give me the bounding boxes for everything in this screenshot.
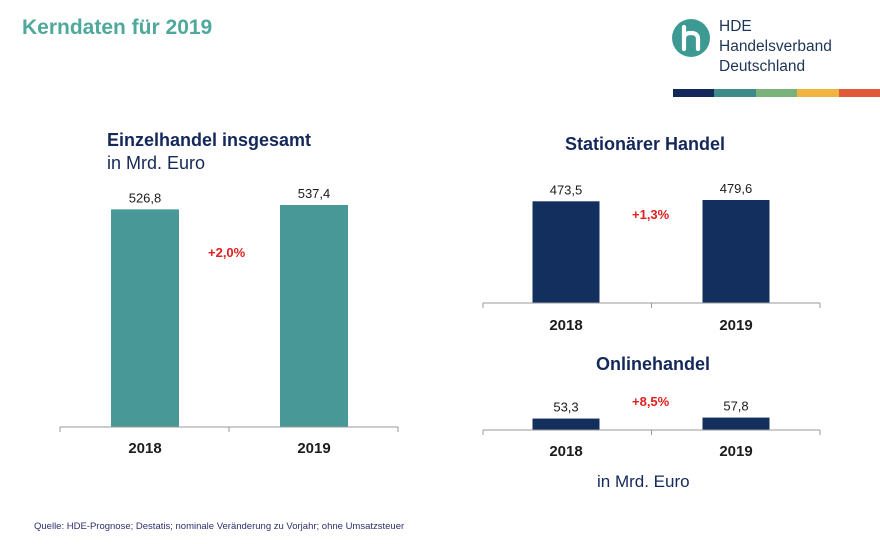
value-label-online-2018: 53,3 [553,400,578,415]
category-label-stationaer-2018: 2018 [549,317,582,334]
slide-title: Kerndaten für 2019 [22,16,213,39]
bar-online-2018 [532,418,600,430]
unit-note: in Mrd. Euro [597,472,690,491]
value-label-stationaer-2018: 473,5 [550,182,583,197]
category-label-einzelhandel-2018: 2018 [128,440,161,457]
logo-stripe-segment [673,89,715,97]
logo-stripe-segment [714,89,756,97]
hde-h-logo-icon [672,19,710,57]
bar-einzelhandel-2018 [111,209,179,427]
logo-text: HDE Handelsverband Deutschland [719,17,832,77]
value-label-online-2019: 57,8 [723,399,748,414]
logo-line-handelsverband: Handelsverband [719,38,832,55]
logo-line-hde: HDE [719,18,752,35]
growth-label-stationaer: +1,3% [632,207,670,222]
source-footnote: Quelle: HDE-Prognose; Destatis; nominale… [34,521,405,532]
bar-online-2019 [702,417,770,430]
bar-einzelhandel-2019 [280,205,348,427]
value-label-stationaer-2019: 479,6 [720,181,753,196]
chart-title-einzelhandel: Einzelhandel insgesamt [107,130,312,150]
value-label-einzelhandel-2018: 526,8 [129,190,162,205]
logo-stripe-segment [755,89,798,97]
growth-label-einzelhandel: +2,0% [208,245,246,260]
growth-label-online: +8,5% [632,394,670,409]
logo-stripe-segment [797,89,839,97]
value-label-einzelhandel-2019: 537,4 [298,186,331,201]
hde-logo: HDE Handelsverband Deutschland [672,17,872,79]
category-label-einzelhandel-2019: 2019 [297,440,330,457]
category-label-online-2018: 2018 [549,443,582,460]
bar-stationaer-2019 [702,200,770,303]
logo-stripe-segment [838,89,880,97]
logo-line-deutschland: Deutschland [719,58,806,75]
category-label-online-2019: 2019 [719,443,752,460]
bar-stationaer-2018 [532,201,600,303]
category-label-stationaer-2019: 2019 [719,317,752,334]
logo-color-stripe [673,89,880,97]
chart-subtitle-einzelhandel: in Mrd. Euro [107,153,206,173]
chart-title-stationaer: Stationärer Handel [565,134,726,154]
chart-title-online: Onlinehandel [596,354,711,374]
